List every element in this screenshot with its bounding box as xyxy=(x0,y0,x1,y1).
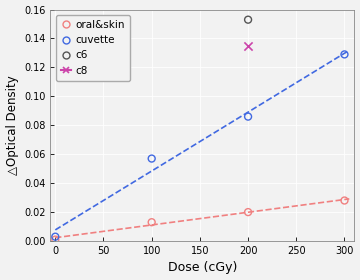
Point xyxy=(245,17,251,22)
Point xyxy=(149,220,154,225)
Point xyxy=(245,43,251,48)
Point xyxy=(342,198,347,203)
X-axis label: Dose (cGy): Dose (cGy) xyxy=(168,262,237,274)
Point xyxy=(53,237,58,242)
Point xyxy=(149,156,154,161)
Legend: oral&skin, cuvette, c6, c8: oral&skin, cuvette, c6, c8 xyxy=(56,15,130,81)
Point xyxy=(342,52,347,57)
Point xyxy=(245,210,251,214)
Y-axis label: △Optical Density: △Optical Density xyxy=(5,75,19,175)
Point xyxy=(53,234,58,239)
Point xyxy=(245,114,251,119)
